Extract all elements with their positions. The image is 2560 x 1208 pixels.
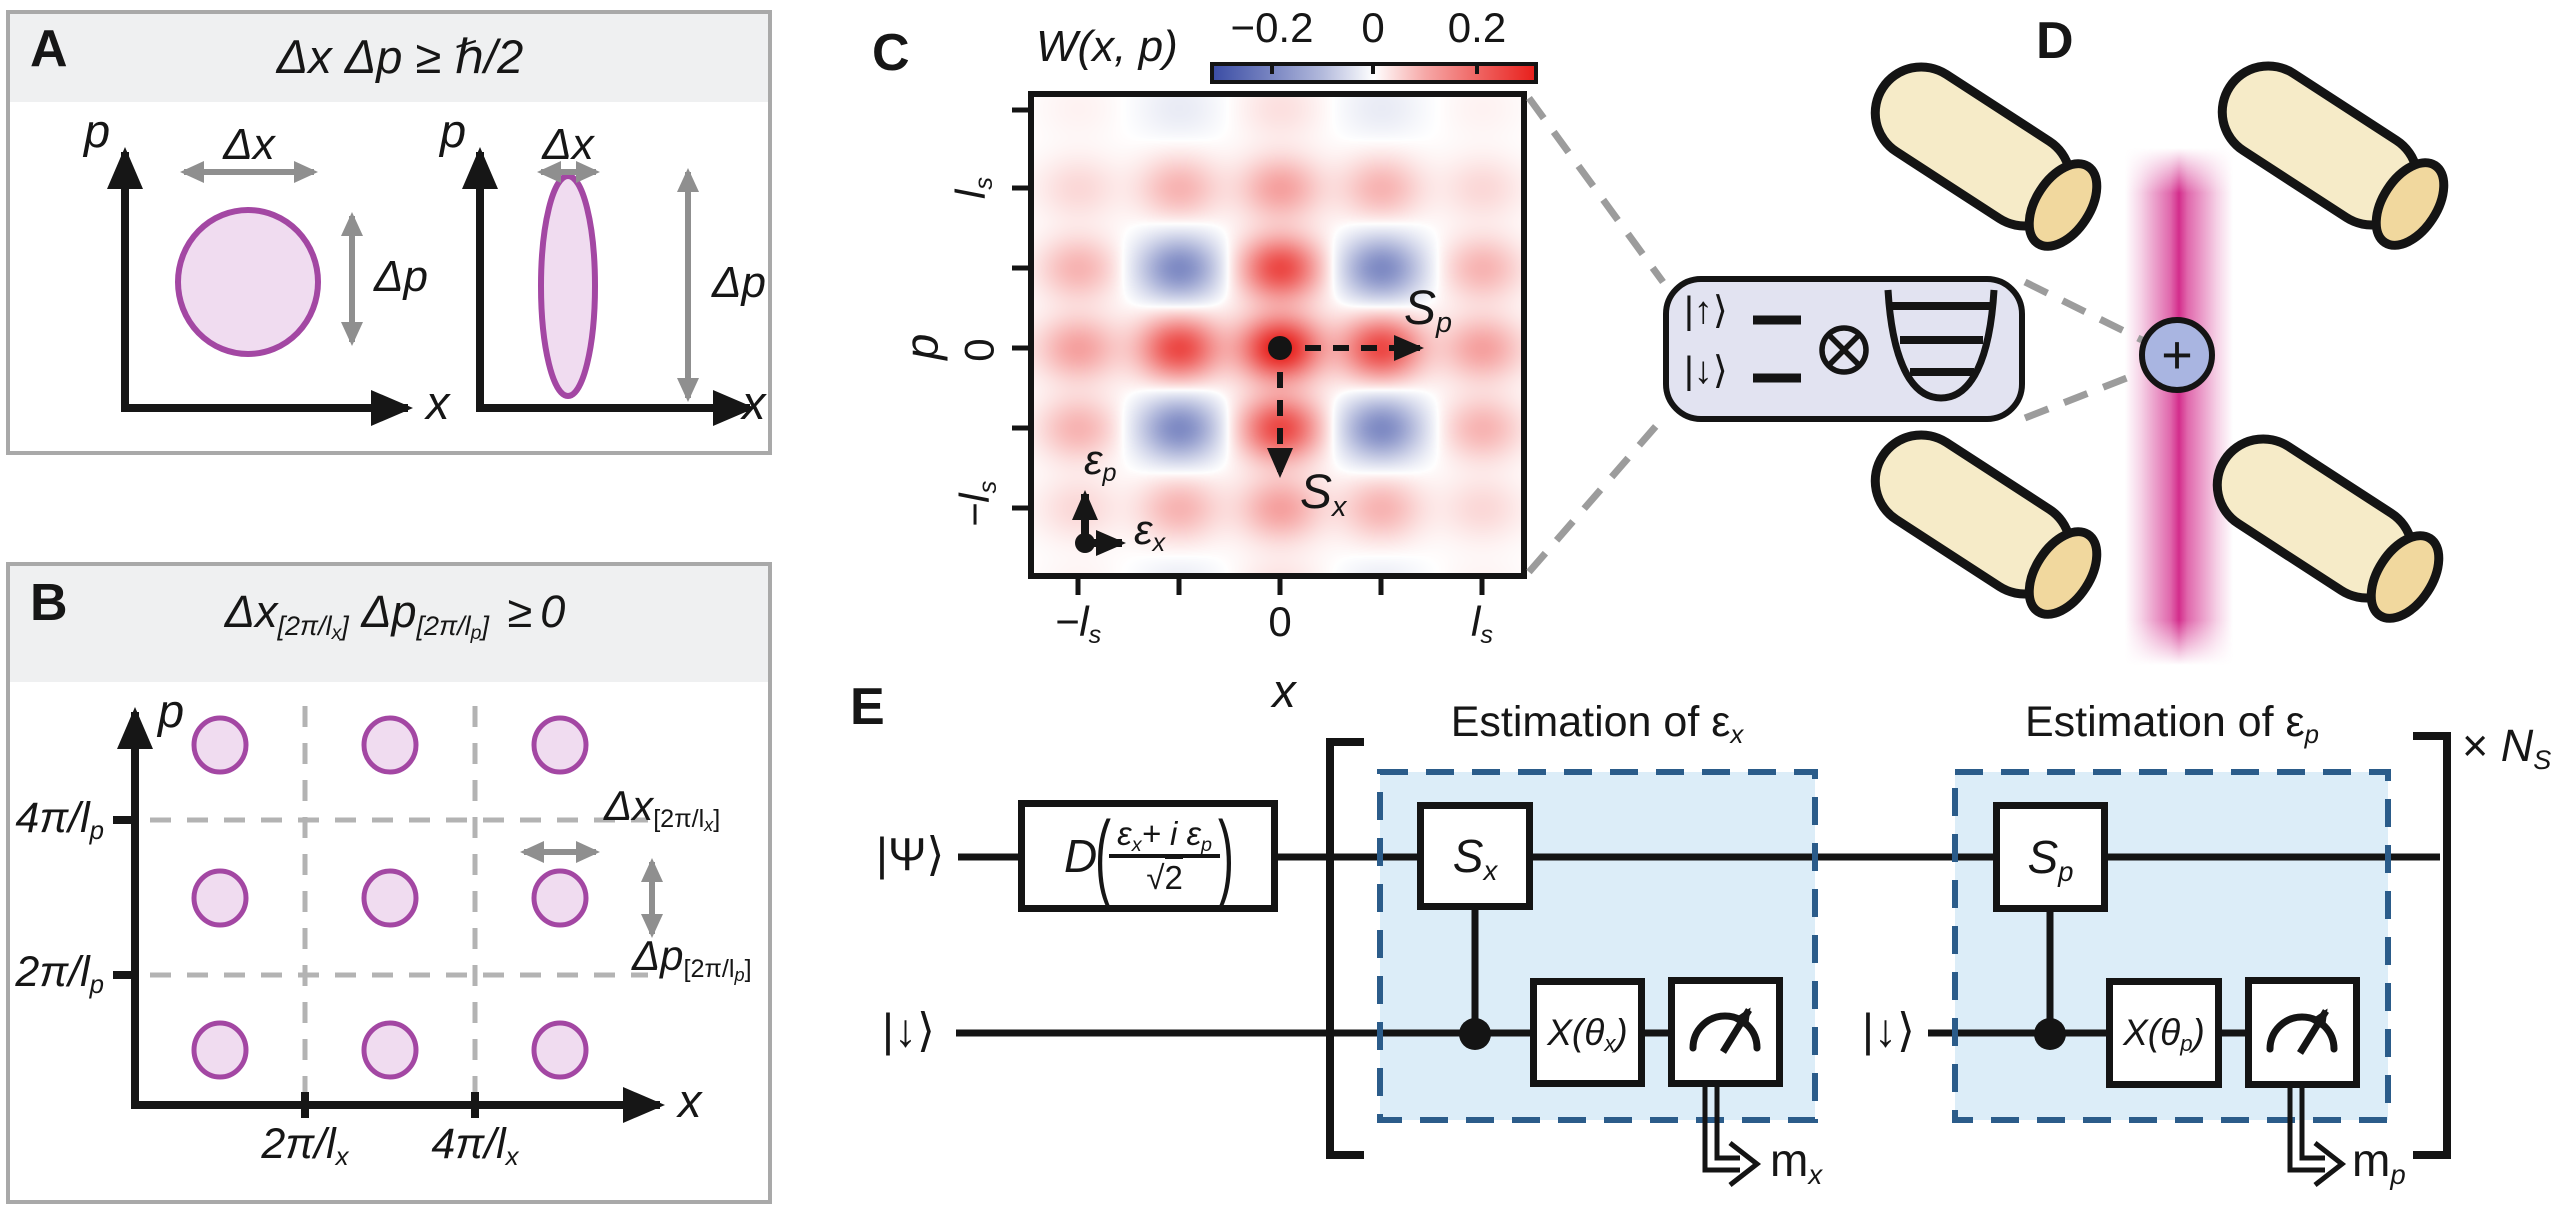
meter-x — [1668, 977, 1783, 1087]
epsilon-x-label: εx — [1134, 506, 1166, 558]
xtheta-p-gate: X(θp) — [2106, 978, 2222, 1088]
epsilon-p-label: εp — [1084, 436, 1117, 488]
axis-label-p: p — [440, 104, 467, 157]
panel-b-label: B — [30, 574, 68, 632]
spin-oscillator-box — [1663, 276, 2025, 422]
x-tick-neg-ls: −ls — [1054, 598, 1102, 650]
y-tick-neg-ls: −ls — [951, 480, 1003, 528]
sp-gate: Sp — [1993, 802, 2108, 912]
panel-e-label: E — [850, 678, 885, 736]
axis-label-p: p — [158, 684, 185, 737]
tensor-product-icon — [1819, 325, 1869, 375]
axis-label-x: x — [426, 376, 450, 429]
ket-down-wire1: |↓⟩ — [882, 1004, 935, 1056]
harmonic-well-icon — [1884, 289, 1998, 402]
trap-electrode-top-left — [1870, 62, 2102, 251]
colorbar-tick-pos: 0.2 — [1447, 4, 1507, 51]
trap-electrode-top-right — [2217, 61, 2449, 250]
sx-gate: Sx — [1417, 802, 1533, 910]
paren-right: ) — [1218, 801, 1235, 909]
axis-label-p: p — [84, 104, 111, 157]
panel-d-label: D — [2036, 12, 2074, 70]
delta-p-label: Δp — [374, 252, 428, 301]
repeat-bracket-left — [1326, 738, 1364, 1159]
ion: + — [2139, 317, 2215, 393]
x-tick-0: 0 — [1268, 598, 1292, 645]
callout-line-top — [1526, 95, 1666, 285]
meter-icon — [1689, 1007, 1761, 1054]
x-tick-ls: ls — [1471, 598, 1493, 650]
delta-p-label: Δp — [712, 258, 766, 307]
y-tick-ls: ls — [946, 177, 998, 200]
panel-b-header — [10, 566, 768, 682]
colorbar — [1210, 62, 1538, 84]
delta-x-label: Δx — [542, 120, 594, 169]
axis-label-p: p — [894, 333, 948, 360]
delta-x-label: Δx — [223, 120, 275, 169]
modular-dp-annotation: Δp[2π/lp] — [632, 932, 752, 986]
estimation-p-title: Estimation of εp — [2024, 698, 2320, 750]
repeat-count-label: × NS — [2462, 720, 2552, 775]
ket-psi-label: |Ψ⟩ — [876, 828, 945, 880]
panel-c-label: C — [872, 24, 910, 82]
mx-output-label: mx — [1770, 1134, 1823, 1190]
ket-down-label: |↓⟩ — [1684, 350, 1728, 392]
meter-p — [2245, 977, 2360, 1088]
repeat-bracket-right — [2413, 732, 2451, 1159]
y-tick-0: 0 — [955, 338, 1003, 362]
wigner-title: W(x, p) — [1036, 22, 1178, 71]
x-tick-4pi: 4π/lx — [431, 1120, 519, 1172]
axis-label-x: x — [678, 1074, 702, 1127]
estimation-x-title: Estimation of εx — [1450, 698, 1744, 750]
xtheta-x-gate: X(θx) — [1530, 978, 1645, 1087]
displacement-gate-name: D — [1063, 830, 1098, 882]
colorbar-tick-zero: 0 — [1361, 4, 1385, 51]
y-tick-4pi: 4π/lp — [15, 794, 104, 846]
sp-arrow-label: Sp — [1404, 282, 1453, 340]
modular-dx-annotation: Δx[2π/lx] — [604, 782, 721, 836]
ion-charge: + — [2161, 325, 2193, 385]
trap-electrode-bottom-left — [1870, 430, 2102, 619]
panel-a-header — [10, 14, 768, 102]
panel-a-formula: Δx Δp ≥ ℏ/2 — [276, 30, 524, 83]
spin-oscillator-glyphs — [1753, 289, 1998, 402]
axis-label-x: x — [1272, 664, 1296, 717]
sx-arrow-label: Sx — [1300, 466, 1347, 524]
panel-c-x-ticks — [1075, 576, 1485, 595]
displacement-argument: εx+ i εp √2 — [1109, 816, 1221, 896]
panel-a — [6, 10, 772, 455]
ket-up-label: |↑⟩ — [1684, 290, 1728, 332]
paren-left: ( — [1095, 801, 1112, 909]
panel-a-label: A — [30, 20, 68, 78]
mp-output-label: mp — [2352, 1134, 2406, 1190]
panel-c-y-ticks — [1012, 107, 1031, 511]
trap-electrode-bottom-right — [2212, 434, 2444, 623]
panel-b — [6, 562, 772, 1204]
x-tick-2pi: 2π/lx — [261, 1120, 349, 1172]
y-tick-2pi: 2π/lp — [15, 948, 104, 1000]
callout-line-bottom — [1526, 415, 1666, 575]
ket-down-wire2: |↓⟩ — [1862, 1004, 1915, 1056]
colorbar-tick-neg: −0.2 — [1230, 4, 1314, 51]
axis-label-x: x — [742, 376, 766, 429]
meter-icon — [2266, 1008, 2338, 1055]
displacement-gate: D(εx+ i εp √2) — [1018, 800, 1278, 912]
laser-beam — [2125, 148, 2233, 665]
panel-b-formula: Δx[2π/lx] Δp[2π/lp] ≥0 — [224, 586, 566, 644]
